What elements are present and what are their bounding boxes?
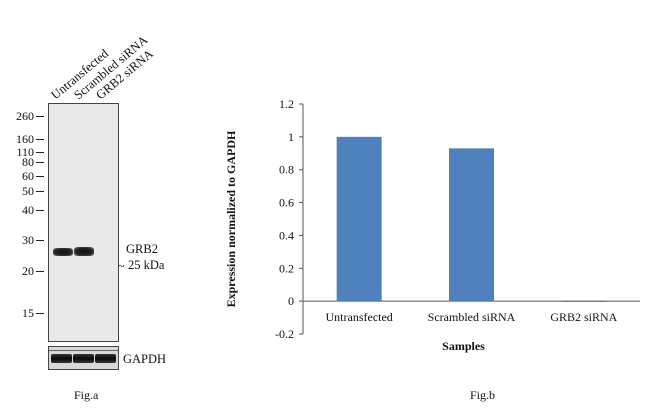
mw-marker-30: 30 [22, 233, 34, 247]
y-tick-label: 0.8 [279, 163, 294, 177]
mw-tick [36, 116, 44, 117]
grb2-band-untransfected [53, 248, 73, 256]
bar-grb2-sirna [561, 301, 607, 302]
band-size-pointer: ~ [118, 259, 125, 273]
mw-tick [36, 271, 44, 272]
gapdh-band-grb2-sirna [95, 354, 116, 363]
bar-untransfected [336, 136, 382, 302]
mw-marker-160: 160 [16, 132, 34, 146]
y-tick-label: 1.2 [279, 97, 294, 111]
grb2-band-scrambled-sirna [74, 247, 94, 256]
fig-b-caption: Fig.b [470, 388, 496, 402]
mw-marker-110: 110 [16, 145, 34, 159]
y-tick-label: 0 [288, 294, 294, 308]
mw-tick [36, 210, 44, 211]
mw-tick [36, 152, 44, 153]
y-tick-label: 1 [288, 130, 294, 144]
mw-tick [36, 162, 44, 163]
x-category-label: GRB2 siRNA [550, 310, 617, 324]
gapdh-band-untransfected [51, 354, 72, 363]
y-axis-title: Expression normalized to GAPDH [224, 130, 238, 307]
mw-marker-40: 40 [22, 203, 34, 217]
mw-marker-60: 60 [22, 169, 34, 183]
grb2-band-label: GRB2 [126, 242, 158, 256]
bar-scrambled-sirna [449, 148, 494, 302]
mw-marker-260: 260 [16, 109, 34, 123]
mw-marker-20: 20 [22, 264, 34, 278]
mw-tick [36, 313, 44, 314]
gapdh-band-scrambled-sirna [73, 354, 94, 363]
y-tick-label: 0.4 [279, 228, 294, 242]
mw-tick [36, 176, 44, 177]
x-category-label: Scrambled siRNA [428, 310, 516, 324]
mw-tick [36, 139, 44, 140]
y-tick-label: -0.2 [275, 327, 294, 341]
y-tick-label: 0.2 [279, 261, 294, 275]
x-category-label: Untransfected [326, 310, 393, 324]
fig-a-caption: Fig.a [74, 388, 99, 402]
mw-tick [36, 191, 44, 192]
mw-marker-80: 80 [22, 155, 34, 169]
mw-marker-15: 15 [22, 306, 34, 320]
grb2-band-size-label: 25 kDa [128, 258, 165, 272]
blot-panel [48, 103, 119, 342]
gapdh-label: GAPDH [123, 352, 167, 366]
gapdh-strip-divider [49, 350, 118, 351]
x-axis-title: Samples [442, 339, 485, 353]
y-tick-label: 0.6 [279, 196, 294, 210]
mw-tick [36, 240, 44, 241]
mw-marker-50: 50 [22, 184, 34, 198]
